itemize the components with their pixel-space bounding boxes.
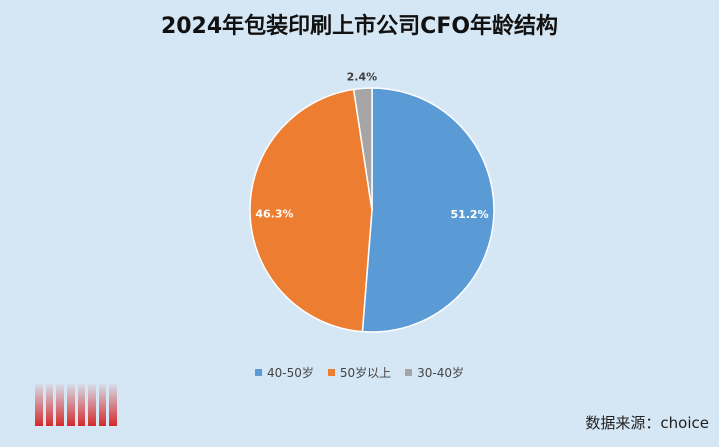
legend-item-0: 40-50岁 (254, 364, 314, 381)
legend-swatch (327, 369, 335, 376)
legend: 40-50岁 50岁以上 30-40岁 (0, 364, 719, 381)
pie-slice-0 (361, 87, 495, 333)
chart-title: 2024年包装印刷上市公司CFO年龄结构 (160, 14, 559, 39)
pie-data-label-0: 51.2% (450, 208, 488, 221)
pie-data-label-1: 46.3% (255, 208, 293, 221)
data-source-note: 数据来源：choice (585, 414, 709, 432)
pie-slice-2 (352, 87, 373, 211)
legend-swatch (405, 369, 413, 376)
logo-watermark (35, 384, 117, 426)
legend-item-1: 50岁以上 (327, 364, 392, 381)
legend-label: 40-50岁 (266, 366, 314, 380)
pie-data-label-2: 2.4% (347, 70, 378, 83)
legend-label: 30-40岁 (417, 366, 465, 380)
legend-label: 50岁以上 (339, 366, 392, 380)
pie-slice-1 (249, 88, 373, 333)
legend-item-2: 30-40岁 (405, 364, 464, 381)
legend-swatch (254, 369, 262, 376)
